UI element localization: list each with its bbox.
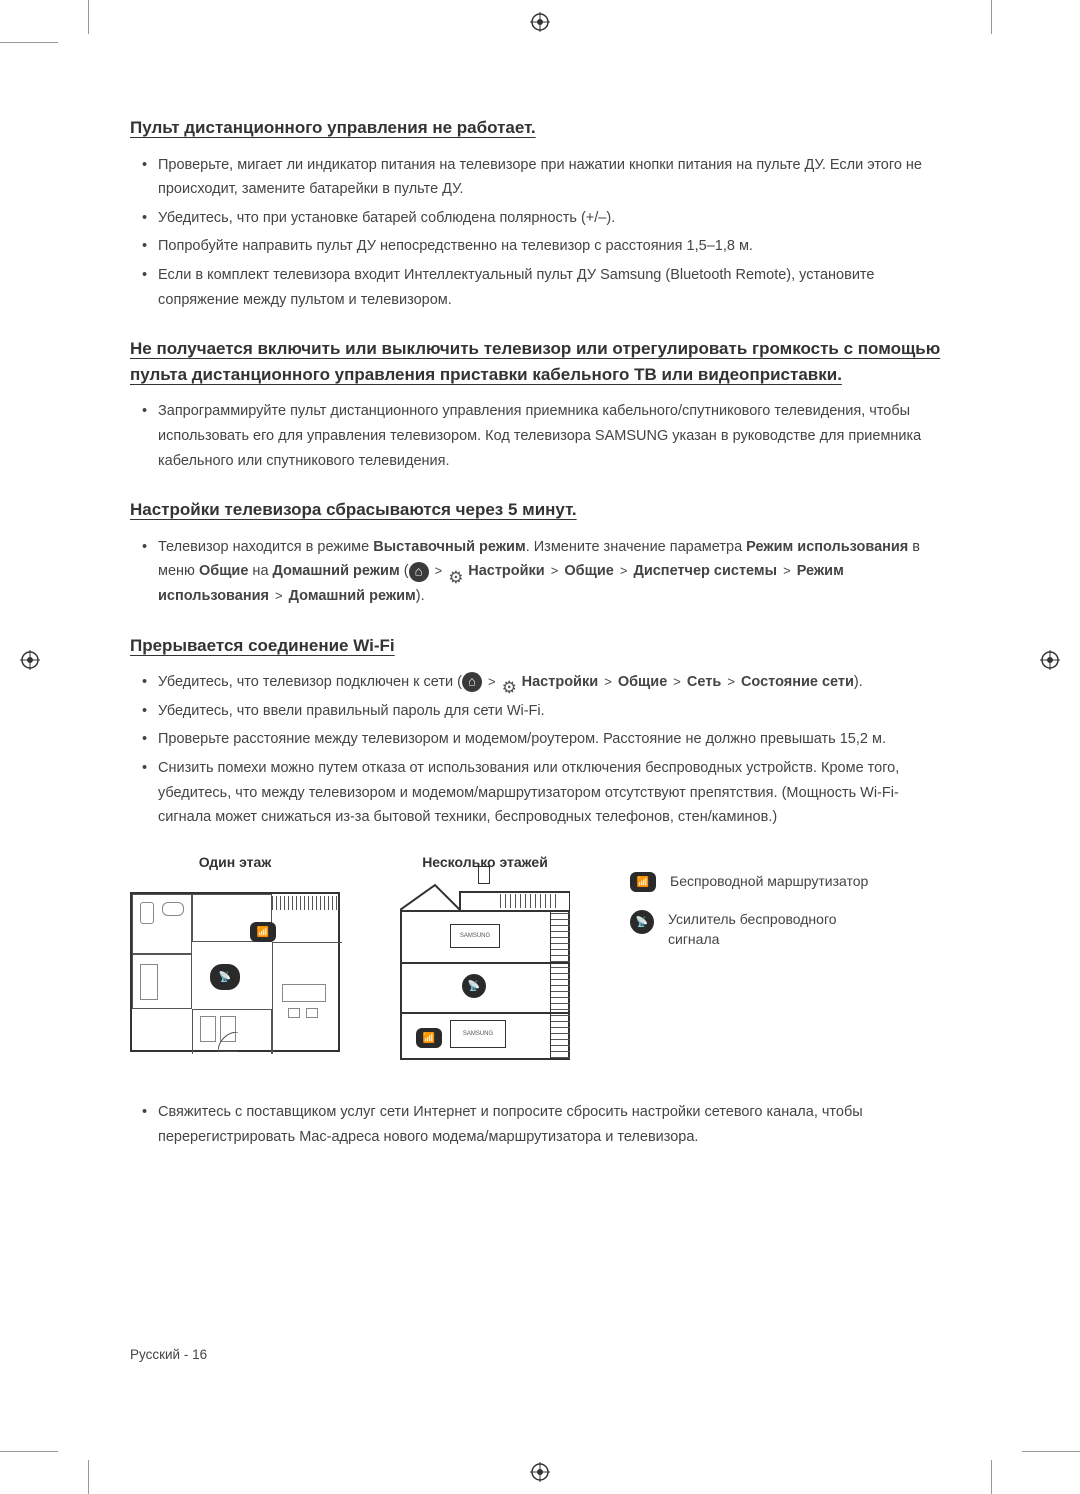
list-item: Попробуйте направить пульт ДУ непосредст… — [158, 234, 950, 259]
diagram-legend: 📶 Беспроводной маршрутизатор 📡 Усилитель… — [630, 854, 870, 1060]
home-icon — [409, 562, 429, 582]
repeater-icon: 📡 — [210, 964, 240, 990]
print-mark-bottom — [530, 1462, 550, 1482]
list-item: Убедитесь, что ввели правильный пароль д… — [158, 699, 950, 724]
list-wifi-continued: Свяжитесь с поставщиком услуг сети Интер… — [130, 1100, 950, 1149]
repeater-icon: 📡 — [630, 910, 654, 934]
list-remote: Проверьте, мигает ли индикатор питания н… — [130, 153, 950, 313]
crop-line — [88, 1460, 89, 1494]
list-item: Снизить помехи можно путем отказа от исп… — [158, 756, 950, 830]
gear-icon — [502, 674, 518, 690]
diagram-single-floor: Один этаж 📶 — [130, 854, 340, 1060]
page-footer: Русский - 16 — [130, 1347, 207, 1362]
legend-row-repeater: 📡 Усилитель беспроводного сигнала — [630, 910, 870, 949]
list-item: Телевизор находится в режиме Выставочный… — [158, 535, 950, 609]
crop-line — [0, 42, 58, 43]
list-wifi: Убедитесь, что телевизор подключен к сет… — [130, 670, 950, 830]
list-item: Если в комплект телевизора входит Интелл… — [158, 263, 950, 312]
print-mark-left — [20, 650, 40, 670]
section-heading-remote: Пульт дистанционного управления не работ… — [130, 115, 950, 141]
repeater-icon: 📡 — [462, 974, 486, 998]
section-heading-wifi: Прерывается соединение Wi-Fi — [130, 633, 950, 659]
list-reset: Телевизор находится в режиме Выставочный… — [130, 535, 950, 609]
crop-line — [991, 1460, 992, 1494]
section-heading-reset: Настройки телевизора сбрасываются через … — [130, 497, 950, 523]
crop-line — [0, 1451, 58, 1452]
router-icon: 📶 — [630, 872, 656, 892]
gear-icon — [448, 564, 464, 580]
list-item: Убедитесь, что телевизор подключен к сет… — [158, 670, 950, 695]
section-heading-cable: Не получается включить или выключить тел… — [130, 336, 950, 387]
crop-line — [1022, 1451, 1080, 1452]
list-item: Запрограммируйте пульт дистанционного уп… — [158, 399, 950, 473]
router-icon: 📶 — [250, 922, 276, 942]
home-icon — [462, 672, 482, 692]
list-item: Проверьте, мигает ли индикатор питания н… — [158, 153, 950, 202]
print-mark-right — [1040, 650, 1060, 670]
list-item: Проверьте расстояние между телевизором и… — [158, 727, 950, 752]
router-icon: 📶 — [416, 1028, 442, 1048]
crop-line — [88, 0, 89, 34]
list-item: Убедитесь, что при установке батарей соб… — [158, 206, 950, 231]
list-item: Свяжитесь с поставщиком услуг сети Интер… — [158, 1100, 950, 1149]
house-elevation-icon: SAMSUNG 📡 SAMSUNG 📶 — [380, 880, 590, 1060]
floor-plan-icon: 📶 📡 — [130, 892, 340, 1052]
list-cable: Запрограммируйте пульт дистанционного уп… — [130, 399, 950, 473]
legend-row-router: 📶 Беспроводной маршрутизатор — [630, 872, 870, 892]
crop-line — [991, 0, 992, 34]
diagram-multi-floor: Несколько этажей SAMSUNG — [380, 854, 590, 1060]
page-content: Пульт дистанционного управления не работ… — [130, 115, 950, 1173]
diagram-row: Один этаж 📶 — [130, 854, 950, 1060]
print-mark-top — [530, 12, 550, 32]
